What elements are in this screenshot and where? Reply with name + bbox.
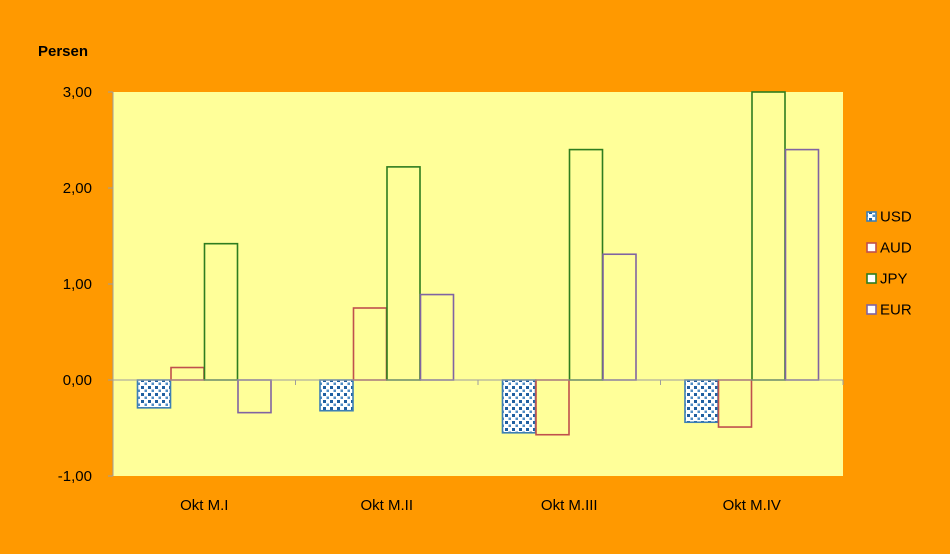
y-axis-ticks: -1,00 0,00 1,00 2,00 3,00 — [58, 84, 114, 485]
bar-eur — [237, 379, 272, 414]
legend-swatch-jpy — [866, 273, 877, 284]
y-tick-label: 1,00 — [63, 276, 92, 293]
x-axis-labels: Okt M.I Okt M.II Okt M.III Okt M.IV — [112, 380, 844, 514]
bar-series-group — [136, 91, 820, 436]
legend-label: AUD — [880, 240, 912, 257]
x-tick-label: Okt M.I — [180, 497, 228, 514]
y-tick-label: 2,00 — [63, 180, 92, 197]
bar-usd — [136, 379, 172, 409]
x-tick-label: Okt M.IV — [723, 497, 781, 514]
bar-aud — [717, 379, 753, 428]
y-axis-label: Persen — [38, 43, 88, 60]
bar-usd — [501, 379, 537, 434]
bar-eur — [419, 293, 455, 381]
bar-aud — [535, 379, 570, 436]
legend-label: USD — [880, 209, 912, 226]
bar-jpy — [386, 166, 421, 381]
legend-swatch-aud — [866, 242, 877, 253]
y-tick-label: 0,00 — [63, 372, 92, 389]
bar-usd — [684, 379, 719, 424]
x-tick-label: Okt M.III — [541, 497, 598, 514]
bar-jpy — [568, 148, 604, 381]
bar-jpy — [203, 242, 239, 381]
legend: USD AUD JPY EUR — [866, 209, 912, 319]
legend-label: EUR — [880, 302, 912, 319]
bar-aud — [170, 366, 205, 381]
x-tick-label: Okt M.II — [361, 497, 414, 514]
legend-label: JPY — [880, 271, 908, 288]
bar-eur — [784, 148, 820, 381]
y-tick-label: 3,00 — [63, 84, 92, 101]
legend-swatch-usd — [866, 211, 877, 222]
bar-usd — [319, 379, 354, 412]
y-tick-label: -1,00 — [58, 468, 92, 485]
bar-eur — [602, 253, 637, 381]
bar-aud — [352, 307, 388, 381]
legend-swatch-eur — [866, 304, 877, 315]
bar-jpy — [751, 91, 786, 381]
